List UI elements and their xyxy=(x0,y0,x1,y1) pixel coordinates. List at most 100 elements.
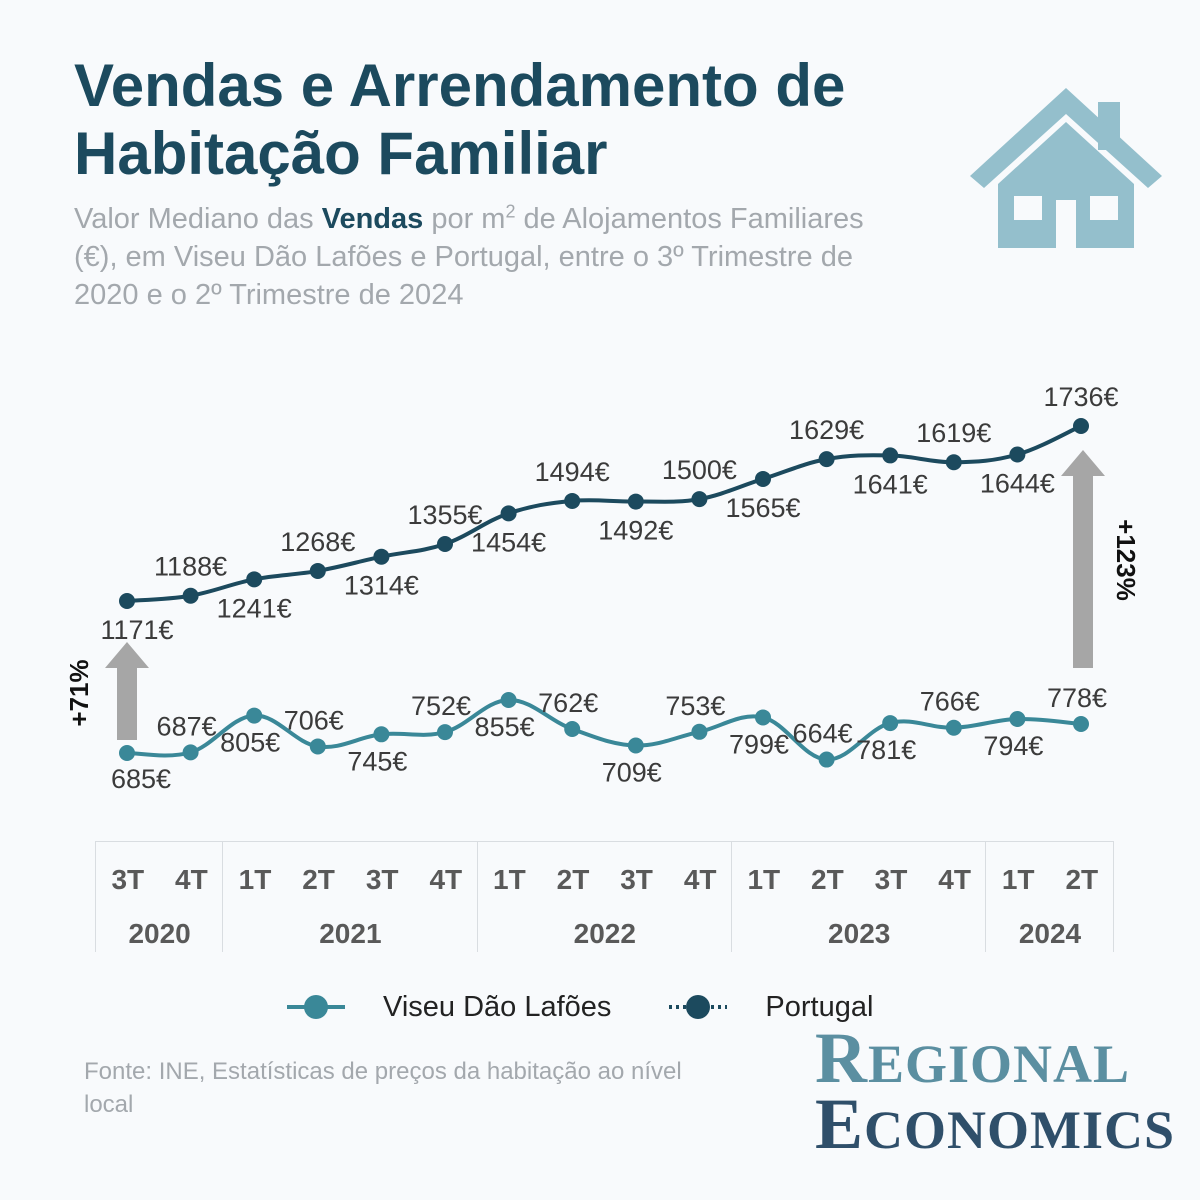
data-label-viseu: 745€ xyxy=(347,746,407,776)
point-viseu xyxy=(945,719,962,736)
annotation-right: +123% xyxy=(1111,519,1141,601)
legend-item-portugal: Portugal xyxy=(667,991,873,1024)
year-group: 1T 2T 2024 xyxy=(986,842,1114,952)
title-line-1: Vendas e Arrendamento de xyxy=(74,52,846,119)
quarter-label: 1T xyxy=(747,864,781,895)
year-label: 2024 xyxy=(1018,918,1082,949)
point-portugal xyxy=(182,587,199,604)
quarter-label: 3T xyxy=(111,864,145,895)
house-body xyxy=(998,122,1134,248)
data-label-portugal: 1171€ xyxy=(100,615,173,645)
point-portugal xyxy=(373,548,390,565)
data-label-portugal: 1454€ xyxy=(471,527,546,557)
logo-line-1: REGIONAL xyxy=(815,1018,1131,1098)
data-label-portugal: 1188€ xyxy=(154,552,227,582)
point-viseu xyxy=(818,751,835,768)
year-label: 2022 xyxy=(573,918,636,949)
point-viseu xyxy=(246,707,263,724)
data-label-viseu: 778€ xyxy=(1047,683,1107,713)
quarter-label: 2T xyxy=(302,864,335,895)
data-label-viseu: 794€ xyxy=(983,731,1043,761)
data-label-viseu: 709€ xyxy=(602,758,662,788)
data-label-portugal: 1268€ xyxy=(280,527,355,557)
data-label-portugal: 1619€ xyxy=(916,418,991,448)
data-label-portugal: 1355€ xyxy=(407,500,482,530)
series-line-portugal xyxy=(126,424,1082,603)
quarter-label: 1T xyxy=(1001,864,1035,895)
point-viseu xyxy=(500,692,517,708)
point-portugal xyxy=(882,447,899,464)
data-label-portugal: 1641€ xyxy=(853,469,928,499)
point-viseu xyxy=(119,745,135,761)
quarter-label: 3T xyxy=(620,864,653,895)
subtitle-superscript: 2 xyxy=(505,201,516,222)
data-label-viseu: 781€ xyxy=(856,735,916,765)
subtitle-bold: Vendas xyxy=(321,203,424,235)
data-label-viseu: 766€ xyxy=(920,687,980,717)
quarter-label: 2T xyxy=(556,864,590,895)
quarter-label: 2T xyxy=(811,864,844,895)
data-label-viseu: 762€ xyxy=(538,688,598,718)
point-viseu xyxy=(309,738,326,755)
data-label-viseu: 855€ xyxy=(475,712,535,742)
page-title: Vendas e Arrendamento de Habitação Famil… xyxy=(74,52,845,188)
quarter-label: 1T xyxy=(493,864,526,895)
point-viseu xyxy=(182,744,199,761)
point-portugal xyxy=(119,593,135,609)
point-portugal xyxy=(1009,446,1026,463)
subtitle-part-2: por m xyxy=(423,203,506,235)
legend-line-dotted-icon xyxy=(669,995,728,1019)
house-roof xyxy=(970,88,1162,188)
data-label-portugal: 1241€ xyxy=(217,593,292,623)
year-group: 1T 2T 3T 4T 2022 xyxy=(478,842,732,952)
point-portugal xyxy=(755,470,771,487)
point-portugal xyxy=(437,536,453,553)
data-label-viseu: 805€ xyxy=(220,728,280,758)
quarter-label: 3T xyxy=(365,864,399,895)
point-viseu xyxy=(755,709,771,726)
year-group: 3T 4T 2020 xyxy=(96,842,224,952)
data-label-viseu: 799€ xyxy=(729,729,789,759)
point-viseu xyxy=(1009,711,1026,728)
point-portugal xyxy=(1073,418,1089,434)
series-line-viseu xyxy=(126,697,1082,762)
legend-label-viseu: Viseu Dão Lafões xyxy=(383,990,612,1023)
year-group: 1T 2T 3T 4T 2023 xyxy=(732,842,987,952)
data-label-portugal: 1500€ xyxy=(662,455,737,485)
year-group: 1T 2T 3T 4T 2021 xyxy=(223,842,478,952)
line-chart: +71%+123%1171€1188€1241€1268€1314€1355€1… xyxy=(64,382,1141,794)
point-portugal xyxy=(309,562,326,579)
year-label: 2023 xyxy=(828,918,891,949)
subtitle-part-3: de Alojamentos Familiares (€), em Viseu … xyxy=(74,203,864,311)
data-label-viseu: 753€ xyxy=(665,691,725,721)
point-portugal xyxy=(818,451,835,468)
data-label-viseu: 664€ xyxy=(793,719,853,749)
data-label-portugal: 1565€ xyxy=(725,493,800,523)
logo-line-2: ECONOMICS xyxy=(815,1084,1176,1164)
quarter-label: 3T xyxy=(874,864,908,895)
data-label-viseu: 752€ xyxy=(411,691,471,721)
data-label-portugal: 1494€ xyxy=(535,457,610,487)
data-label-portugal: 1492€ xyxy=(598,516,673,546)
data-label-portugal: 1629€ xyxy=(789,415,864,445)
annotation-left: +71% xyxy=(64,659,94,726)
title-line-2: Habitação Familiar xyxy=(74,120,608,187)
x-axis-table: 3T 4T 2020 1T 2T 3T 4T 2021 1T 2T 3T 4T 2022 1T 2T 3T 4T… xyxy=(95,841,1114,952)
quarter-label: 4T xyxy=(175,864,208,895)
quarter-label: 4T xyxy=(683,864,717,895)
house-icon xyxy=(970,88,1162,248)
regional-economics-logo: REGIONAL ECONOMICS xyxy=(815,1018,1176,1164)
point-portugal xyxy=(246,571,263,588)
data-label-portugal: 1644€ xyxy=(980,468,1055,498)
point-portugal xyxy=(691,491,708,508)
legend: Viseu Dão Lafões Portugal xyxy=(285,985,929,1029)
legend-item-viseu: Viseu Dão Lafões xyxy=(285,991,611,1024)
subtitle-part-1: Valor Mediano das xyxy=(74,203,322,235)
data-label-viseu: 687€ xyxy=(157,711,217,741)
quarter-label: 4T xyxy=(938,864,971,895)
legend-line-solid-icon xyxy=(287,995,345,1019)
year-label: 2020 xyxy=(128,918,191,949)
point-viseu xyxy=(437,724,453,741)
point-viseu xyxy=(564,720,581,737)
growth-arrow-right xyxy=(1061,450,1105,668)
